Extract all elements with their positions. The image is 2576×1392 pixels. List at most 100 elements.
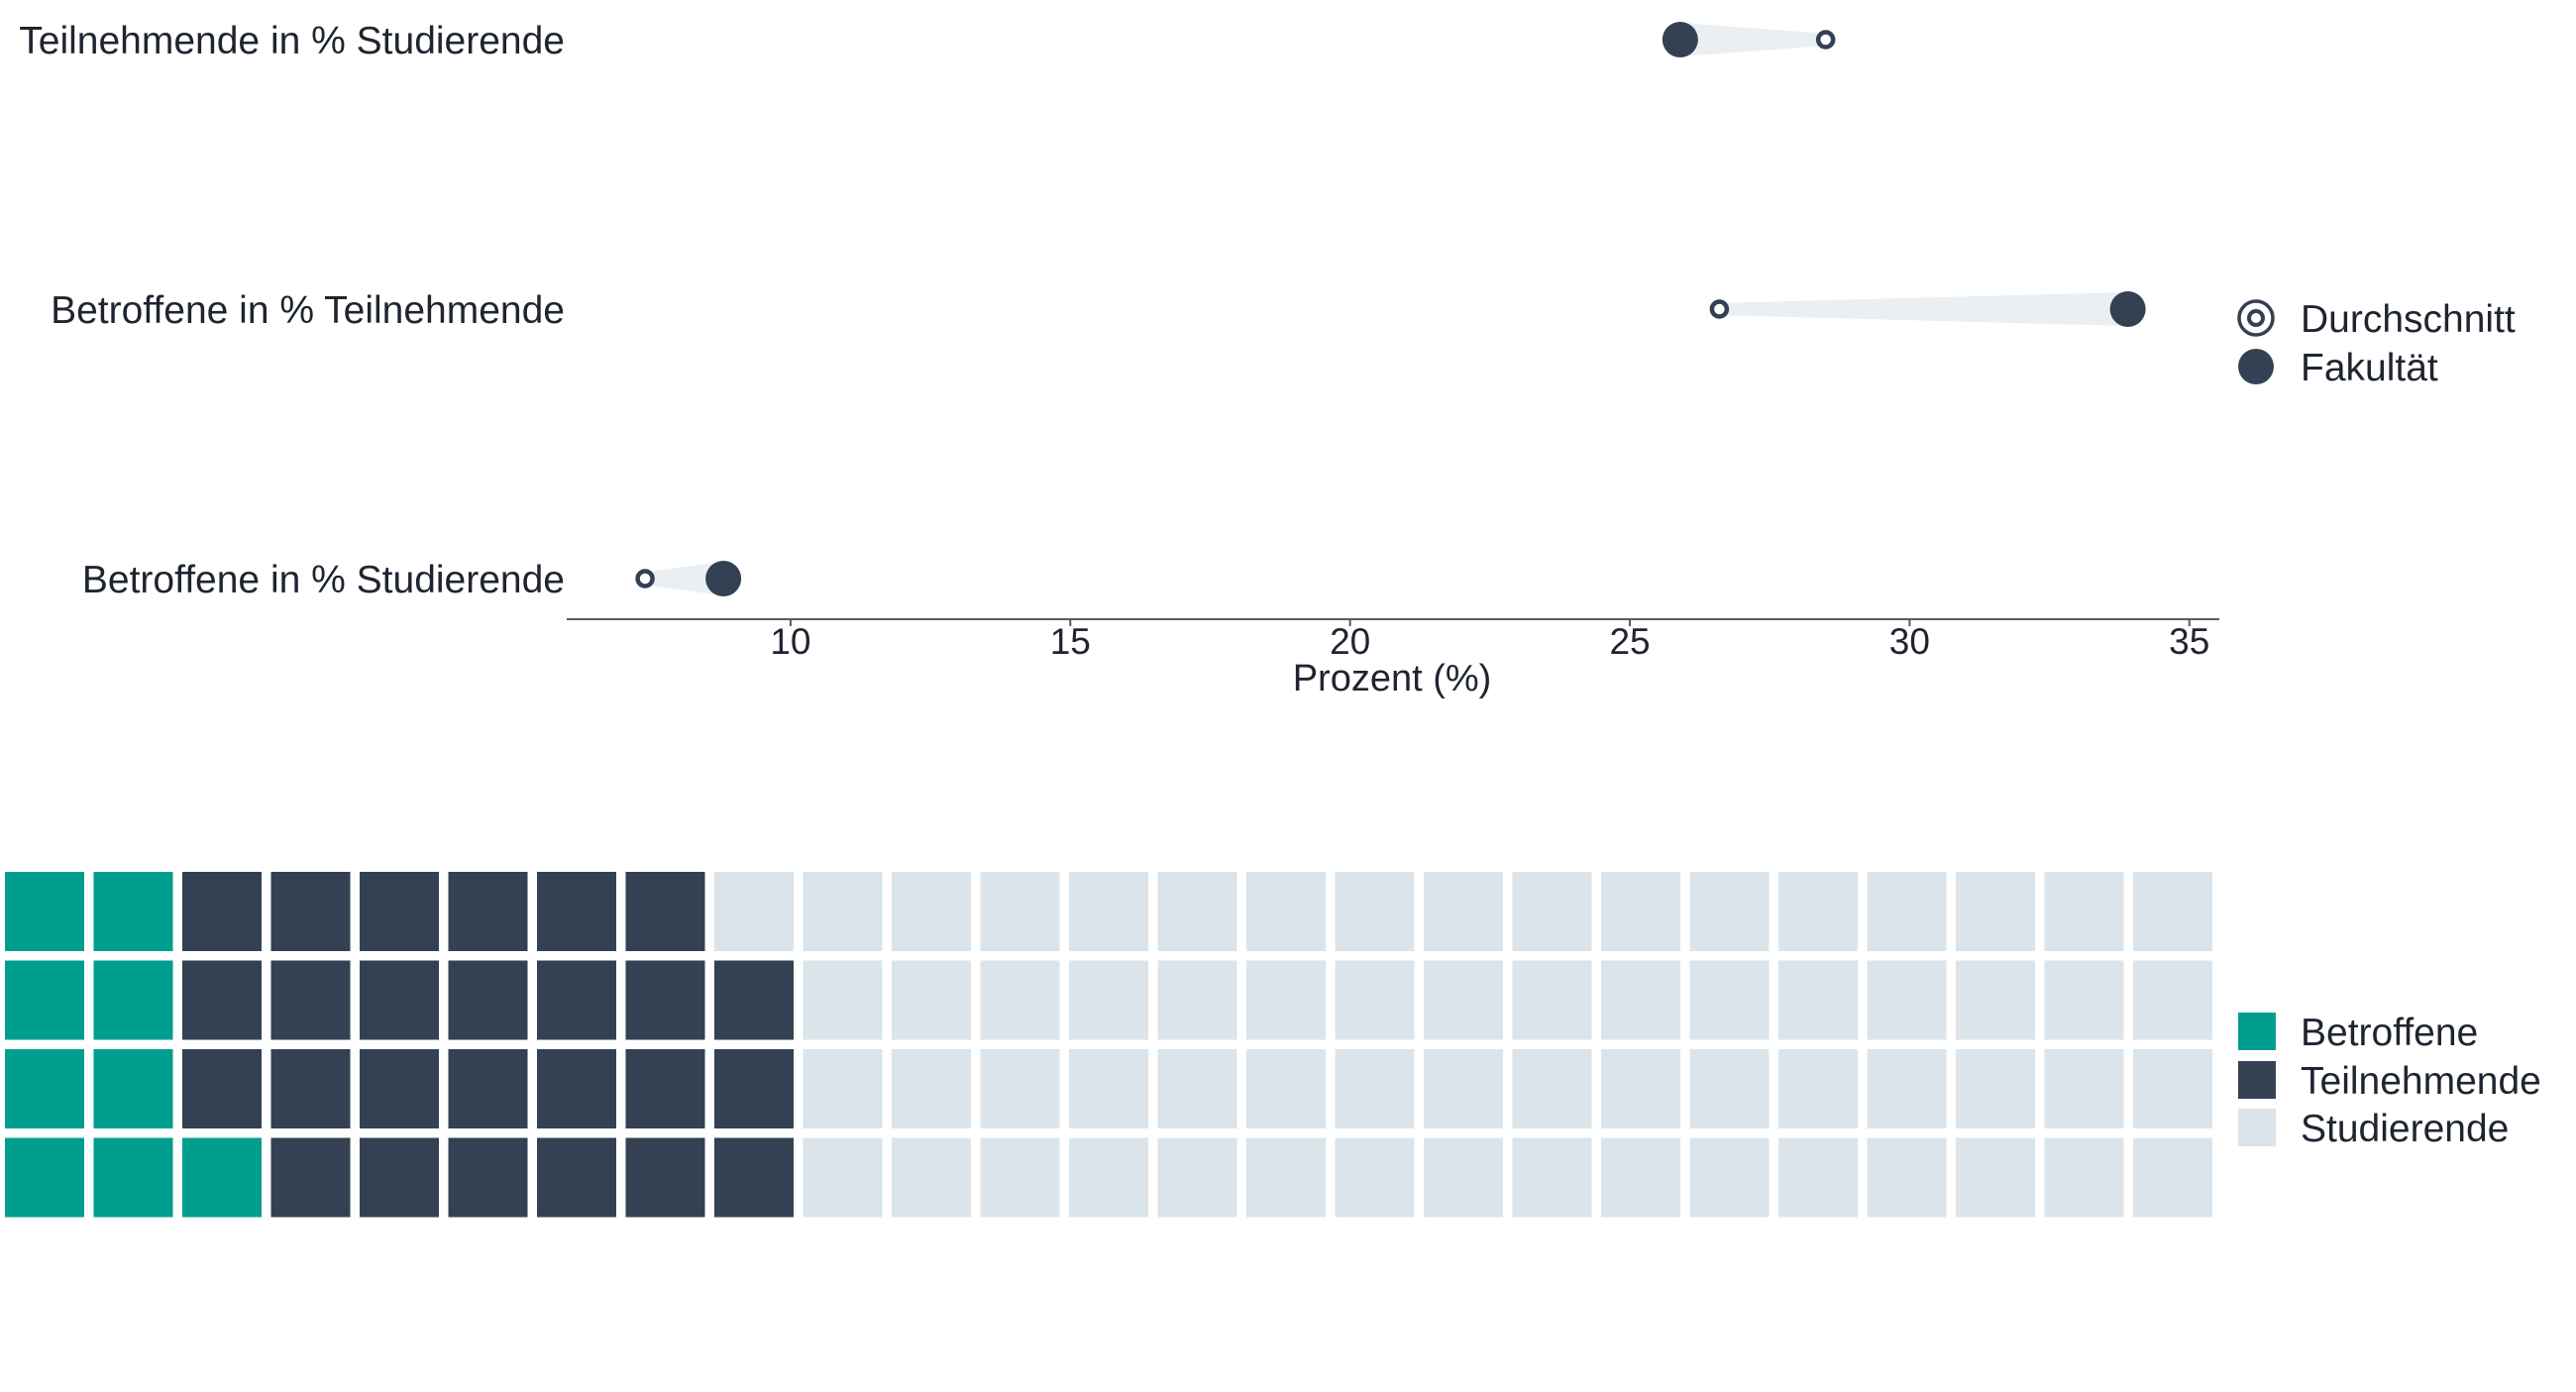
category-label: Teilnehmende in % Studierende bbox=[19, 20, 565, 62]
waffle-cell-teilnehmende bbox=[625, 1137, 705, 1218]
waffle-cell-studierende bbox=[1689, 1137, 1770, 1218]
legend-durchschnitt-symbol-inner bbox=[2247, 309, 2265, 327]
waffle-cell-studierende bbox=[1069, 872, 1148, 951]
fakultaet-point bbox=[2109, 291, 2146, 327]
x-axis-title: Prozent (%) bbox=[1293, 658, 1492, 699]
waffle-cell-studierende bbox=[1956, 1137, 2035, 1218]
waffle-cell-betroffene bbox=[93, 872, 173, 951]
x-tick-label: 35 bbox=[2169, 621, 2209, 662]
waffle-cell-studierende bbox=[892, 872, 971, 951]
fakultaet-point bbox=[1662, 22, 1698, 57]
x-tick-label: 25 bbox=[1609, 621, 1650, 662]
waffle-cell-studierende bbox=[2133, 1137, 2212, 1218]
waffle-cell-teilnehmende bbox=[537, 1137, 616, 1218]
waffle-cell-studierende bbox=[1335, 1049, 1415, 1128]
waffle-cell-studierende bbox=[1335, 872, 1415, 951]
durchschnitt-point bbox=[635, 569, 655, 589]
dumbbell-chart: Teilnehmende in % Studierende Betroffene … bbox=[19, 20, 2219, 699]
waffle-cell-studierende bbox=[1601, 872, 1680, 951]
waffle-cell-teilnehmende bbox=[270, 872, 351, 951]
waffle-cell-betroffene bbox=[5, 960, 84, 1040]
x-tick-label: 10 bbox=[770, 621, 810, 662]
waffle-cell-studierende bbox=[1512, 1137, 1592, 1218]
waffle-cell-betroffene bbox=[93, 960, 173, 1040]
legend-durchschnitt-symbol bbox=[2237, 299, 2275, 337]
waffle-cell-studierende bbox=[1512, 1049, 1592, 1128]
waffle-cell-teilnehmende bbox=[448, 1049, 528, 1128]
legend-studierende-label: Studierende bbox=[2301, 1108, 2509, 1150]
waffle-cell-studierende bbox=[2133, 960, 2212, 1040]
dumbbell-connector bbox=[641, 562, 724, 595]
waffle-cell-teilnehmende bbox=[360, 872, 439, 951]
waffle-cell-teilnehmende bbox=[360, 1137, 439, 1218]
waffle-cell-studierende bbox=[1778, 872, 1858, 951]
waffle-cell-teilnehmende bbox=[270, 1137, 351, 1218]
waffle-cell-studierende bbox=[980, 872, 1060, 951]
waffle-cell-studierende bbox=[1867, 872, 1947, 951]
waffle-cell-studierende bbox=[1689, 960, 1770, 1040]
waffle-cell-teilnehmende bbox=[360, 1049, 439, 1128]
dumbbell-legend: Durchschnitt Fakultät bbox=[2237, 298, 2516, 389]
waffle-chart bbox=[5, 872, 2212, 1218]
waffle-cell-studierende bbox=[1246, 960, 1326, 1040]
waffle-cell-teilnehmende bbox=[714, 1137, 794, 1218]
waffle-cell-studierende bbox=[980, 960, 1060, 1040]
legend-betroffene-label: Betroffene bbox=[2301, 1012, 2478, 1054]
waffle-cell-studierende bbox=[1335, 960, 1415, 1040]
waffle-cell-betroffene bbox=[5, 872, 84, 951]
waffle-cell-studierende bbox=[1867, 1049, 1947, 1128]
legend-fakultaet-symbol bbox=[2238, 349, 2274, 384]
waffle-cell-studierende bbox=[803, 960, 883, 1040]
waffle-legend: Betroffene Teilnehmende Studierende bbox=[2238, 1012, 2541, 1150]
waffle-cell-betroffene bbox=[182, 1137, 262, 1218]
waffle-cell-studierende bbox=[803, 1137, 883, 1218]
legend-teilnehmende-swatch bbox=[2238, 1061, 2276, 1099]
waffle-cell-studierende bbox=[1424, 872, 1503, 951]
waffle-cell-studierende bbox=[2133, 872, 2212, 951]
x-tick-label: 20 bbox=[1330, 621, 1370, 662]
waffle-cell-teilnehmende bbox=[448, 1137, 528, 1218]
waffle-cell-teilnehmende bbox=[714, 1049, 794, 1128]
waffle-cell-teilnehmende bbox=[714, 960, 794, 1040]
waffle-cell-teilnehmende bbox=[625, 1049, 705, 1128]
waffle-cell-studierende bbox=[1778, 1049, 1858, 1128]
waffle-cell-teilnehmende bbox=[270, 1049, 351, 1128]
waffle-cell-studierende bbox=[1689, 1049, 1770, 1128]
waffle-cell-studierende bbox=[803, 872, 883, 951]
waffle-cell-studierende bbox=[1778, 960, 1858, 1040]
waffle-cell-teilnehmende bbox=[182, 1049, 262, 1128]
waffle-cell-studierende bbox=[1601, 1049, 1680, 1128]
waffle-cell-betroffene bbox=[93, 1137, 173, 1218]
waffle-cell-teilnehmende bbox=[182, 872, 262, 951]
waffle-cell-studierende bbox=[1956, 960, 2035, 1040]
waffle-cell-studierende bbox=[1512, 872, 1592, 951]
waffle-cell-teilnehmende bbox=[537, 1049, 616, 1128]
legend-teilnehmende-label: Teilnehmende bbox=[2301, 1060, 2541, 1103]
waffle-cell-teilnehmende bbox=[182, 960, 262, 1040]
waffle-cell-studierende bbox=[1157, 1049, 1237, 1128]
waffle-cell-studierende bbox=[1335, 1137, 1415, 1218]
waffle-cell-studierende bbox=[1246, 872, 1326, 951]
waffle-cell-studierende bbox=[1601, 960, 1680, 1040]
waffle-cell-studierende bbox=[1424, 960, 1503, 1040]
waffle-cell-studierende bbox=[803, 1049, 883, 1128]
dumbbell-connector bbox=[1679, 23, 1830, 56]
waffle-cell-studierende bbox=[1157, 960, 1237, 1040]
waffle-cell-studierende bbox=[980, 1049, 1060, 1128]
legend-betroffene-swatch bbox=[2238, 1013, 2276, 1050]
durchschnitt-point bbox=[1709, 299, 1730, 319]
waffle-cell-studierende bbox=[1778, 1137, 1858, 1218]
waffle-cell-studierende bbox=[714, 872, 794, 951]
dumbbell-connector bbox=[1715, 292, 2128, 326]
waffle-cell-studierende bbox=[2044, 960, 2124, 1040]
legend-fakultaet-label: Fakultät bbox=[2301, 347, 2438, 389]
waffle-cell-teilnehmende bbox=[625, 872, 705, 951]
waffle-cell-studierende bbox=[1689, 872, 1770, 951]
waffle-cell-teilnehmende bbox=[270, 960, 351, 1040]
waffle-cell-studierende bbox=[1246, 1049, 1326, 1128]
waffle-cell-studierende bbox=[980, 1137, 1060, 1218]
durchschnitt-point bbox=[1815, 30, 1836, 50]
category-label: Betroffene in % Studierende bbox=[82, 559, 565, 601]
waffle-cell-studierende bbox=[1157, 1137, 1237, 1218]
